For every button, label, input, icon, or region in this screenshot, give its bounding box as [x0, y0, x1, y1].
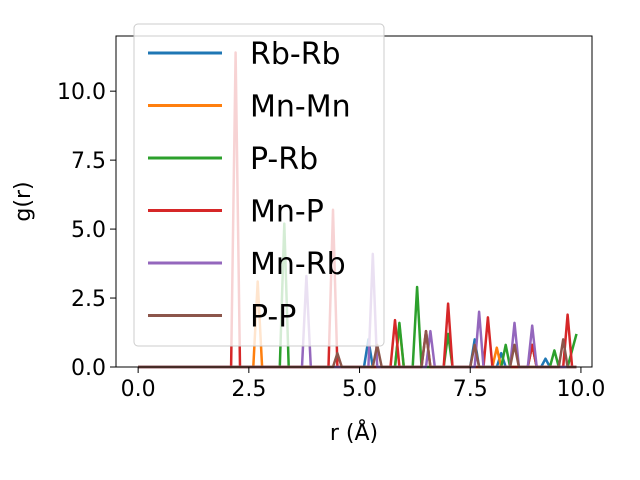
legend: Rb-Rb Mn-Mn P-Rb Mn-P Mn-Rb P-P [133, 23, 385, 347]
y-tick-label: 10.0 [57, 80, 106, 105]
legend-label-rb-rb: Rb-Rb [250, 37, 341, 72]
legend-label-p-rb: P-Rb [250, 142, 318, 177]
legend-label-mn-rb: Mn-Rb [250, 247, 346, 282]
legend-label-p-p: P-P [250, 300, 296, 335]
legend-label-mn-p: Mn-P [250, 195, 324, 230]
legend-label-mn-mn: Mn-Mn [250, 90, 351, 125]
x-axis-ticks: 0.0 2.5 5.0 7.5 10.0 [121, 367, 605, 402]
x-tick-label: 5.0 [342, 377, 377, 402]
y-tick-label: 2.5 [71, 287, 106, 312]
x-tick-label: 0.0 [121, 377, 156, 402]
legend-box [133, 23, 385, 347]
x-tick-label: 2.5 [231, 377, 266, 402]
x-axis-label: r (Å) [330, 419, 378, 446]
y-tick-label: 5.0 [71, 218, 106, 243]
y-tick-label: 0.0 [71, 356, 106, 381]
y-tick-label: 7.5 [71, 149, 106, 174]
x-tick-label: 7.5 [453, 377, 488, 402]
y-axis-ticks: 0.0 2.5 5.0 7.5 10.0 [57, 80, 116, 381]
x-tick-label: 10.0 [556, 377, 605, 402]
y-axis-label: g(r) [11, 181, 36, 221]
